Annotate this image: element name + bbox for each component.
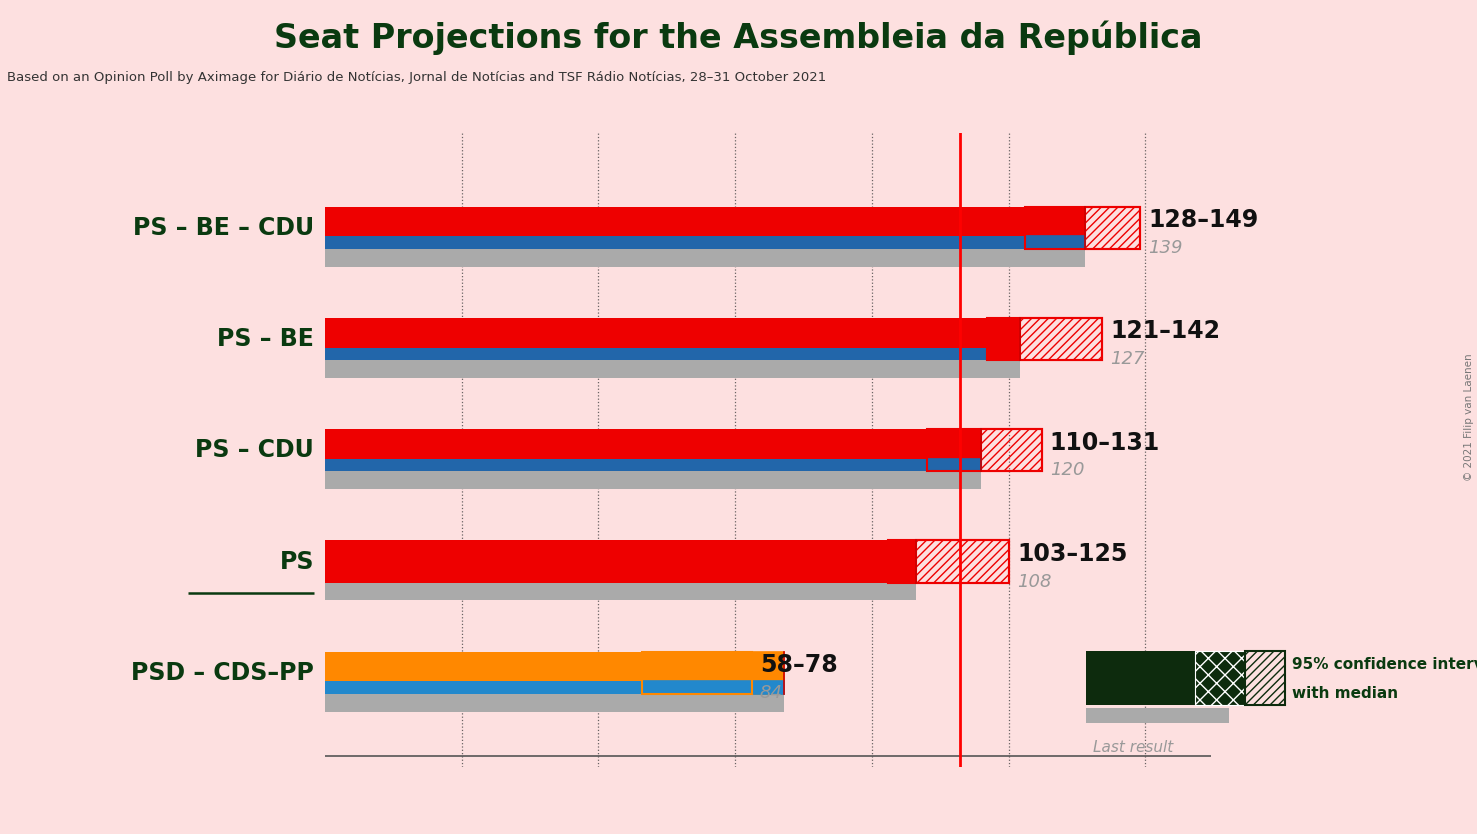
Bar [325, 681, 642, 694]
Bar [325, 360, 1019, 378]
Bar [1025, 236, 1086, 249]
Bar [325, 236, 1025, 249]
Bar [987, 318, 1019, 360]
Text: 103–125: 103–125 [1018, 542, 1127, 565]
Bar [325, 249, 1086, 267]
Bar [325, 207, 1025, 249]
Bar [987, 318, 1102, 360]
Text: PS – CDU: PS – CDU [195, 439, 315, 462]
Bar [325, 459, 926, 471]
Bar [325, 540, 888, 583]
Text: 58–78: 58–78 [759, 653, 837, 677]
Bar [1086, 207, 1140, 249]
Bar [642, 651, 784, 694]
Bar [325, 471, 981, 490]
Bar [325, 430, 926, 471]
Text: PS: PS [279, 550, 315, 574]
Text: Last result: Last result [1093, 740, 1173, 755]
Text: 108: 108 [1018, 573, 1052, 590]
Text: 127: 127 [1109, 350, 1145, 368]
Text: 120: 120 [1050, 461, 1084, 480]
Text: 139: 139 [1148, 239, 1183, 257]
Bar [926, 430, 1041, 471]
Bar [926, 430, 981, 471]
Bar [888, 540, 916, 583]
Text: 95% confidence interval: 95% confidence interval [1292, 656, 1477, 671]
Text: 110–131: 110–131 [1050, 430, 1159, 455]
Bar [1019, 318, 1102, 360]
Bar [325, 694, 784, 711]
Bar [1025, 207, 1086, 249]
Text: PSD – CDS–PP: PSD – CDS–PP [131, 661, 315, 685]
Bar [325, 348, 987, 360]
Text: PS – BE: PS – BE [217, 327, 315, 351]
Bar [325, 583, 916, 600]
Text: 84: 84 [759, 684, 783, 701]
Text: PS – BE – CDU: PS – BE – CDU [133, 216, 315, 240]
Bar [926, 459, 981, 471]
Bar [1025, 207, 1140, 249]
Bar [642, 651, 752, 694]
Text: Based on an Opinion Poll by Aximage for Diário de Notícias, Jornal de Notícias a: Based on an Opinion Poll by Aximage for … [7, 71, 827, 84]
Text: with median: with median [1292, 686, 1399, 701]
Bar [325, 651, 642, 694]
Text: 121–142: 121–142 [1109, 319, 1220, 344]
Text: 128–149: 128–149 [1148, 208, 1258, 232]
Bar [916, 540, 1009, 583]
Bar [981, 430, 1041, 471]
Bar [325, 318, 987, 360]
Text: Seat Projections for the Assembleia da República: Seat Projections for the Assembleia da R… [275, 21, 1202, 55]
Bar [642, 681, 784, 694]
Text: © 2021 Filip van Laenen: © 2021 Filip van Laenen [1464, 353, 1474, 481]
Bar [888, 540, 1009, 583]
